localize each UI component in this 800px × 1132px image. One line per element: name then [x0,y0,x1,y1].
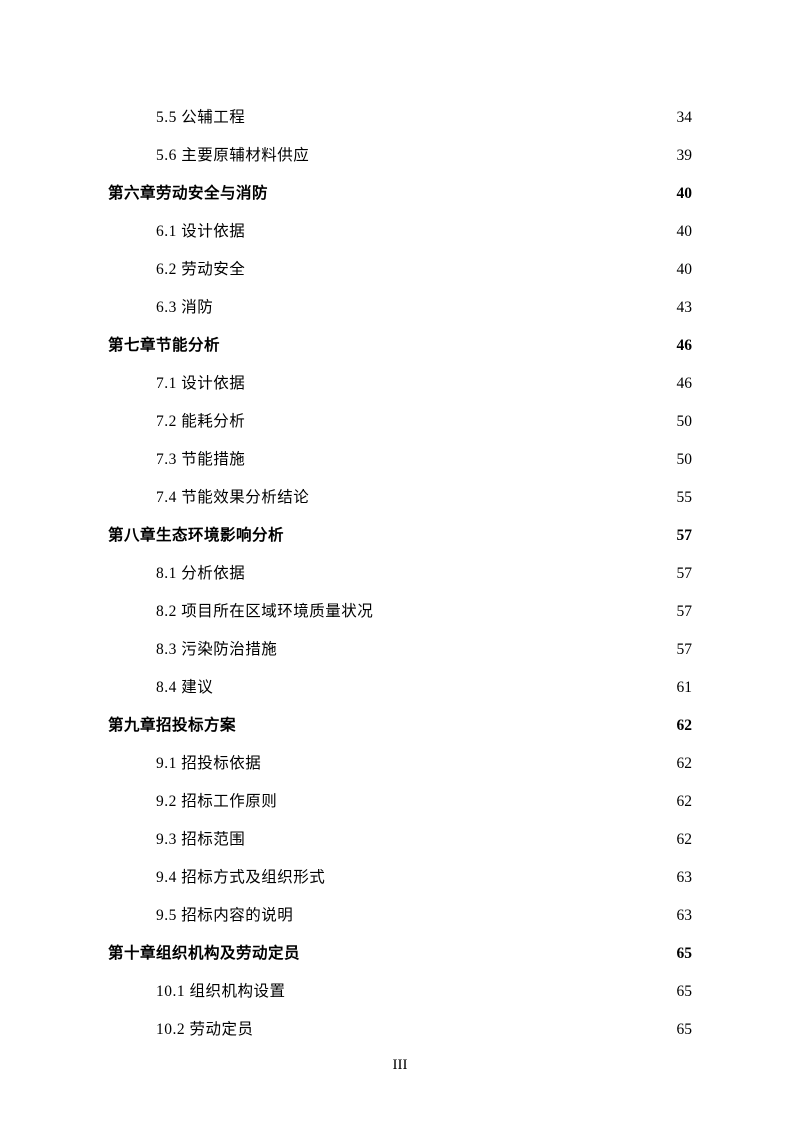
toc-entry-page: 57 [677,604,693,620]
toc-entry: 9.5 招标内容的说明 63 [156,908,692,924]
toc-entry-label: 8.4 建议 [156,680,213,696]
toc-entry-label: 10.2 劳动定员 [156,1022,254,1038]
toc-entry-page: 62 [677,794,693,810]
toc-entry-label: 7.3 节能措施 [156,452,245,468]
toc-entry: 7.2 能耗分析 50 [156,414,692,430]
toc-entry-label: 第十章组织机构及劳动定员 [108,946,300,962]
toc-entry: 6.3 消防 43 [156,300,692,316]
toc-entry-page: 57 [677,566,693,582]
toc-entry-label: 10.1 组织机构设置 [156,984,286,1000]
toc-entry: 6.2 劳动安全 40 [156,262,692,278]
toc-entry-label: 9.3 招标范围 [156,832,245,848]
toc-entry: 10.2 劳动定员 65 [156,1022,692,1038]
toc-entry-label: 8.3 污染防治措施 [156,642,277,658]
toc-entry-label: 第八章生态环境影响分析 [108,528,284,544]
toc-entry: 7.3 节能措施 50 [156,452,692,468]
toc-entry: 第七章节能分析 46 [108,338,692,354]
toc-entry: 9.1 招投标依据 62 [156,756,692,772]
toc-entry: 7.4 节能效果分析结论 55 [156,490,692,506]
toc-entry-label: 6.1 设计依据 [156,224,245,240]
toc-entry: 第十章组织机构及劳动定员 65 [108,946,692,962]
toc-entry-label: 8.2 项目所在区域环境质量状况 [156,604,373,620]
toc-entry-label: 5.6 主要原辅材料供应 [156,148,309,164]
toc-entry: 9.4 招标方式及组织形式 63 [156,870,692,886]
toc-entry-page: 50 [677,414,693,430]
toc-entry: 5.5 公辅工程 34 [156,110,692,126]
toc-entry-label: 第七章节能分析 [108,338,220,354]
toc-entry-page: 46 [677,376,693,392]
toc-entry: 8.2 项目所在区域环境质量状况 57 [156,604,692,620]
page-number: III [0,1057,800,1074]
toc-entry: 9.2 招标工作原则 62 [156,794,692,810]
toc-entry-page: 62 [677,832,693,848]
toc-entry-page: 65 [677,946,693,962]
toc-entry: 8.3 污染防治措施 57 [156,642,692,658]
toc-entry-page: 40 [677,186,693,202]
toc-entry: 6.1 设计依据 40 [156,224,692,240]
toc-entry: 5.6 主要原辅材料供应 39 [156,148,692,164]
toc-entry-page: 57 [677,642,693,658]
toc-entry-page: 34 [677,110,693,126]
toc-entry-page: 43 [677,300,693,316]
toc-entry-label: 5.5 公辅工程 [156,110,245,126]
toc-entry-page: 61 [677,680,693,696]
toc-entry-page: 55 [677,490,693,506]
toc-entry-page: 57 [677,528,693,544]
toc-entry-label: 9.2 招标工作原则 [156,794,277,810]
toc-entry: 第六章劳动安全与消防 40 [108,186,692,202]
toc-list: 5.5 公辅工程 345.6 主要原辅材料供应 39第六章劳动安全与消防 406… [108,110,692,1038]
toc-entry-label: 7.2 能耗分析 [156,414,245,430]
toc-entry-label: 7.4 节能效果分析结论 [156,490,309,506]
toc-entry-label: 7.1 设计依据 [156,376,245,392]
toc-entry: 9.3 招标范围 62 [156,832,692,848]
toc-page: 5.5 公辅工程 345.6 主要原辅材料供应 39第六章劳动安全与消防 406… [0,0,800,1038]
toc-entry-page: 63 [677,870,693,886]
toc-entry: 10.1 组织机构设置 65 [156,984,692,1000]
toc-entry-label: 第六章劳动安全与消防 [108,186,268,202]
toc-entry: 第八章生态环境影响分析 57 [108,528,692,544]
toc-entry-page: 62 [677,756,693,772]
toc-entry-label: 9.5 招标内容的说明 [156,908,293,924]
toc-entry-page: 63 [677,908,693,924]
toc-entry: 8.4 建议 61 [156,680,692,696]
toc-entry-page: 40 [677,224,693,240]
toc-entry-page: 65 [677,984,693,1000]
toc-entry-page: 39 [677,148,693,164]
toc-entry-label: 6.3 消防 [156,300,213,316]
toc-entry-label: 9.4 招标方式及组织形式 [156,870,325,886]
toc-entry-page: 46 [677,338,693,354]
toc-entry: 7.1 设计依据 46 [156,376,692,392]
toc-entry: 8.1 分析依据 57 [156,566,692,582]
toc-entry-label: 9.1 招投标依据 [156,756,261,772]
toc-entry-page: 40 [677,262,693,278]
toc-entry-label: 第九章招投标方案 [108,718,236,734]
toc-entry-page: 50 [677,452,693,468]
toc-entry-label: 6.2 劳动安全 [156,262,245,278]
toc-entry-label: 8.1 分析依据 [156,566,245,582]
toc-entry-page: 62 [677,718,693,734]
toc-entry: 第九章招投标方案 62 [108,718,692,734]
toc-entry-page: 65 [677,1022,693,1038]
